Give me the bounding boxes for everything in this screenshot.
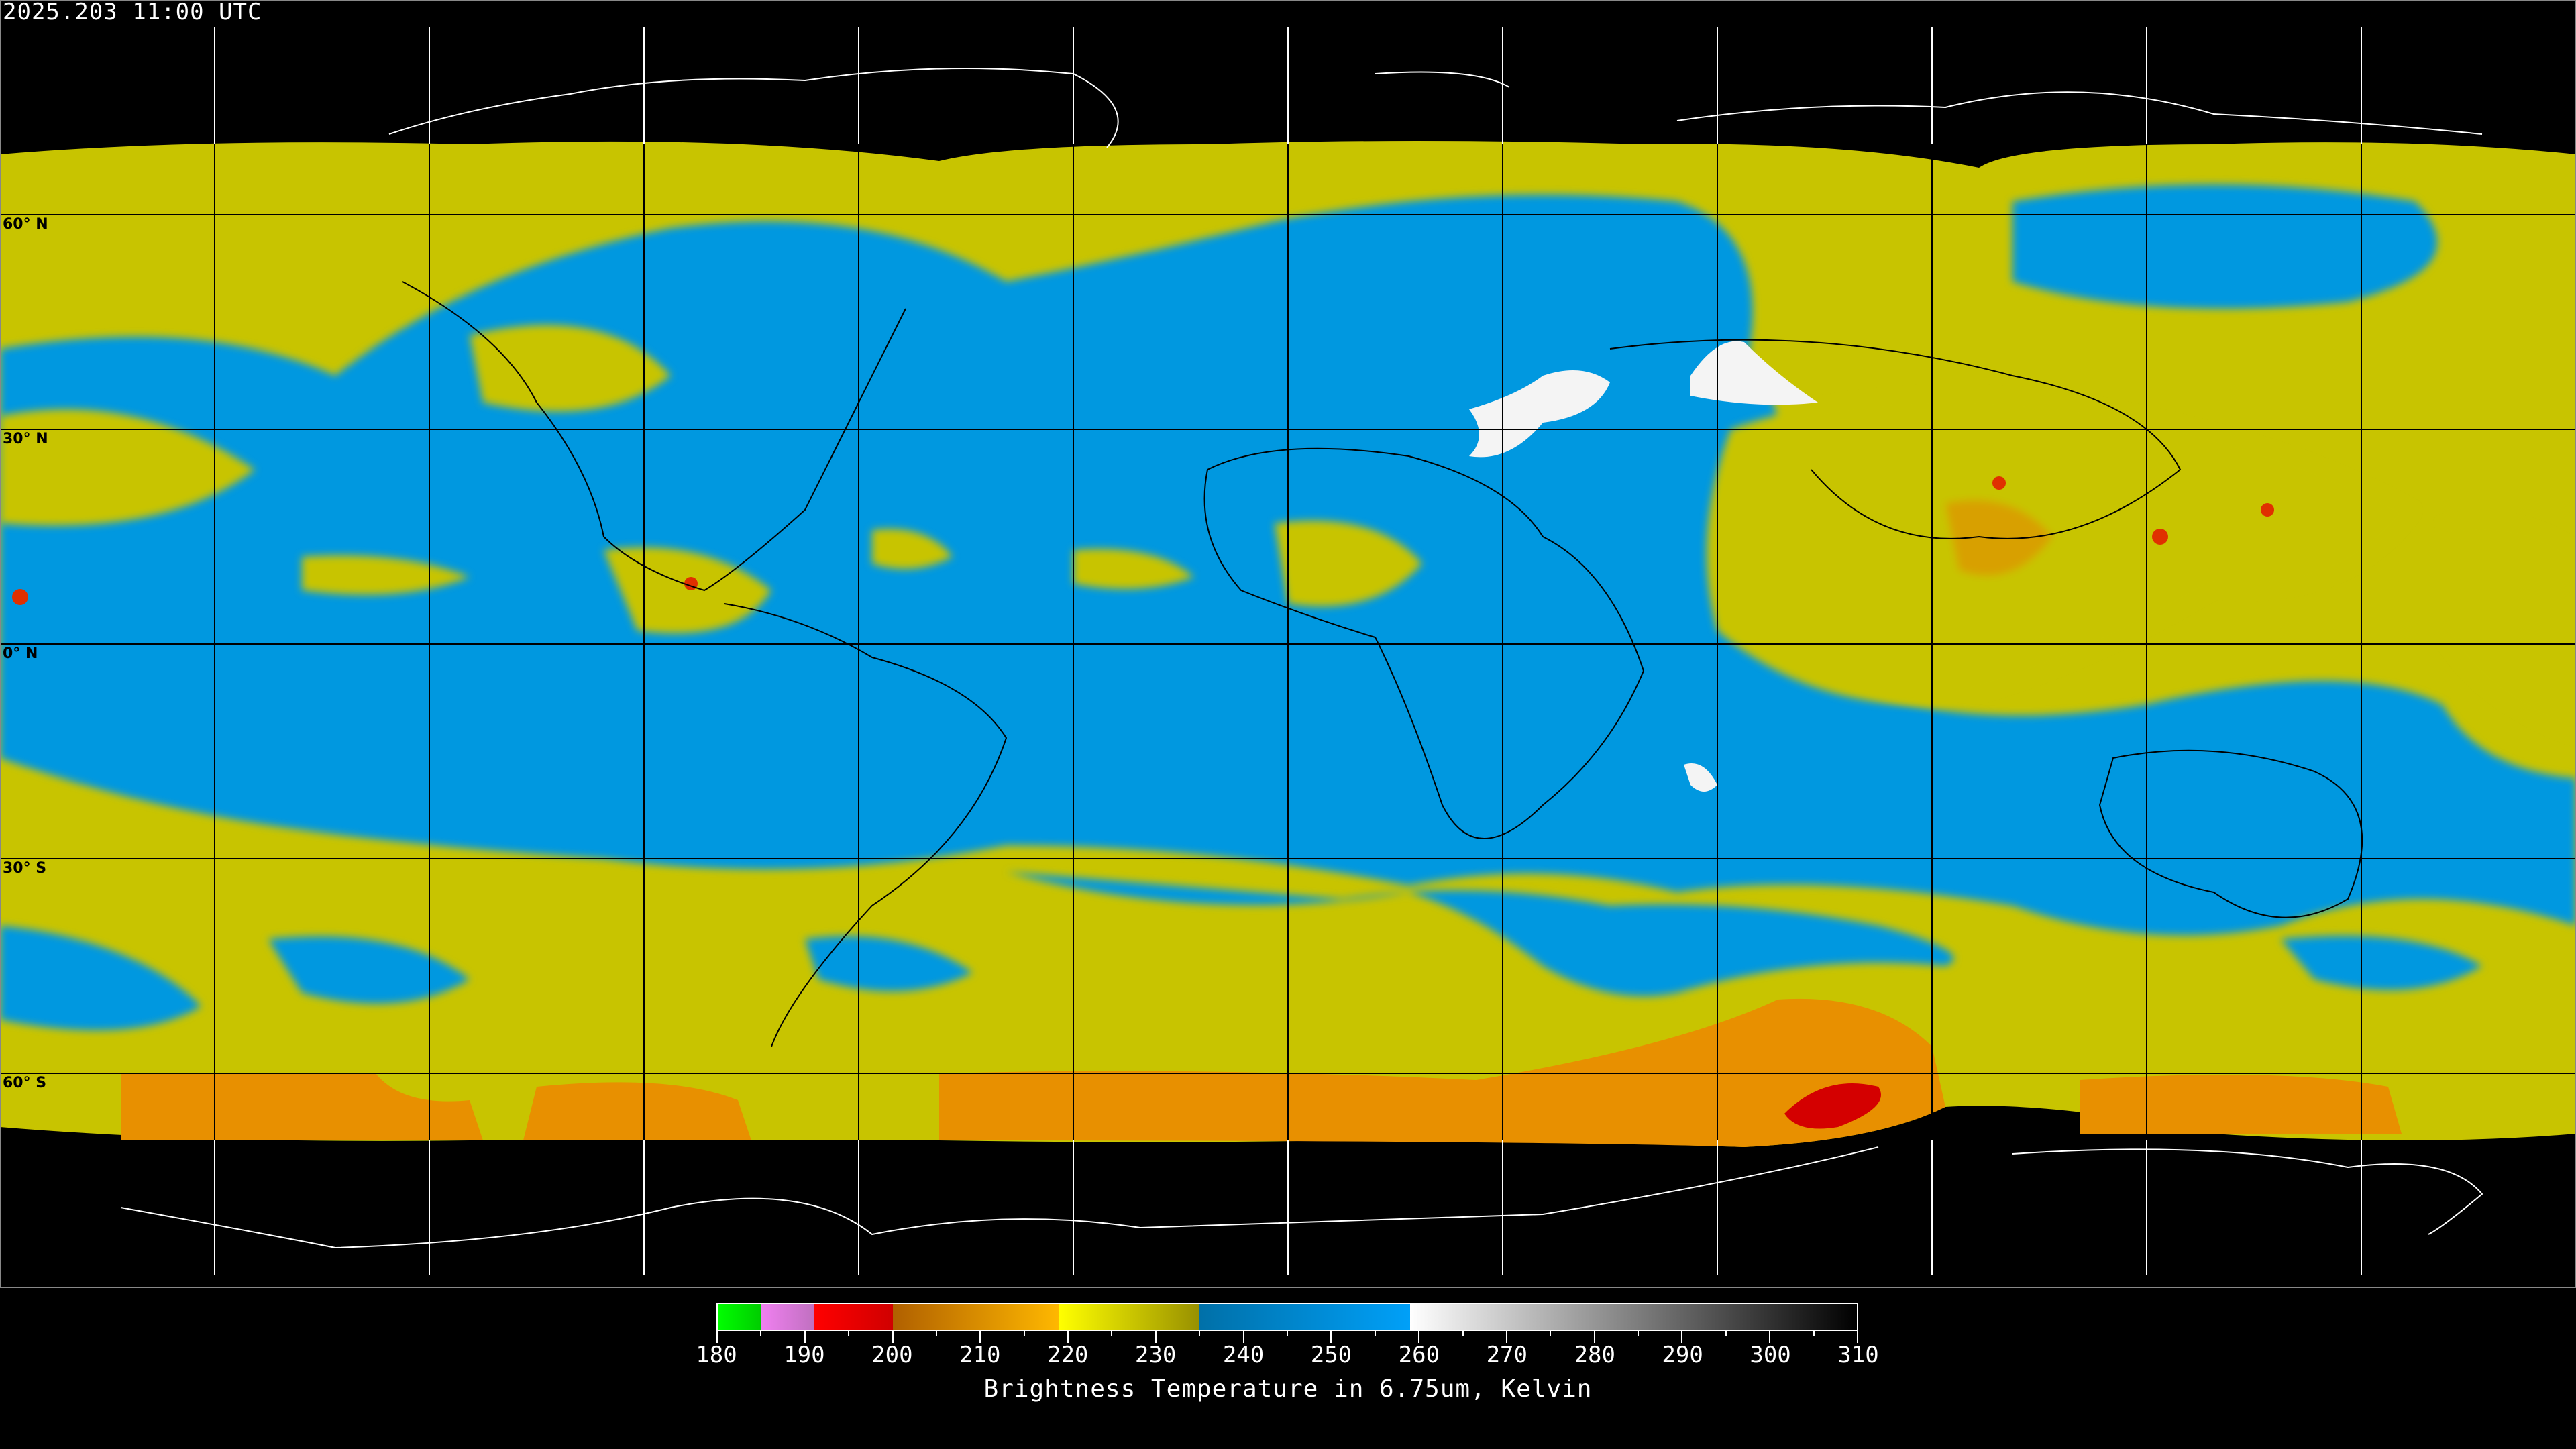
colorbar-ticks: [716, 1331, 1858, 1344]
colorbar-tick-label: 250: [1310, 1342, 1352, 1368]
colorbar-title: Brightness Temperature in 6.75um, Kelvin: [983, 1375, 1593, 1403]
colorbar-tick-label: 180: [696, 1342, 737, 1368]
colorbar-tick: [1813, 1331, 1815, 1336]
colorbar-tick-label: 200: [871, 1342, 913, 1368]
warm-dry-patches: [1469, 341, 1818, 792]
colorbar-segment: [1409, 1304, 1857, 1330]
map-frame: [0, 0, 2576, 1288]
colorbar-tick: [1287, 1331, 1288, 1336]
colorbar-tick: [1725, 1331, 1727, 1336]
colorbar-tick: [716, 1331, 718, 1343]
colorbar-tick: [1111, 1331, 1113, 1336]
colorbar-tick: [1505, 1331, 1507, 1343]
colorbar-tick: [1155, 1331, 1157, 1343]
coastlines-polar: [120, 68, 2483, 1249]
colorbar-tick-label: 230: [1134, 1342, 1177, 1368]
colorbar-tick: [935, 1331, 937, 1336]
colorbar-tick-label: 260: [1398, 1342, 1440, 1368]
graticule-meridians: [214, 141, 2362, 1147]
colorbar-segment: [1199, 1304, 1410, 1330]
very-cold-spots: [12, 476, 2274, 605]
colorbar-tick: [1769, 1331, 1771, 1343]
colorbar-segment: [893, 1304, 1060, 1330]
colorbar-tick: [1462, 1331, 1464, 1336]
colorbar-tick-label: 240: [1222, 1342, 1265, 1368]
colorbar-tick: [1418, 1331, 1420, 1343]
colorbar-segment: [718, 1304, 762, 1330]
colorbar-tick: [1242, 1331, 1244, 1343]
colorbar-segment: [814, 1304, 894, 1330]
lat-label-60n: 60° N: [3, 216, 48, 233]
colorbar-tick-label: 220: [1046, 1342, 1089, 1368]
colorbar-tick-label: 270: [1486, 1342, 1528, 1368]
lat-label-30s: 30° S: [3, 860, 47, 877]
satellite-map: [0, 0, 2576, 1288]
colorbar-tick-label: 300: [1750, 1342, 1791, 1368]
colorbar-tick: [979, 1331, 981, 1343]
lat-label-30n: 30° N: [3, 431, 48, 447]
colorbar-segment: [1059, 1304, 1200, 1330]
graticule-meridians-polar: [214, 27, 2362, 1275]
colorbar: [716, 1303, 1858, 1331]
lat-label-0n: 0° N: [3, 645, 38, 662]
colorbar-tick: [1550, 1331, 1552, 1336]
colorbar-tick: [804, 1331, 806, 1343]
colorbar-tick: [1638, 1331, 1640, 1336]
colorbar-tick: [1857, 1331, 1858, 1343]
colorbar-tick-label: 290: [1662, 1342, 1703, 1368]
colorbar-tick-label: 210: [959, 1342, 1001, 1368]
colorbar-tick: [1023, 1331, 1025, 1336]
colorbar-tick: [1067, 1331, 1069, 1343]
colorbar-tick-label: 280: [1574, 1342, 1615, 1368]
colorbar-tick-label: 310: [1837, 1342, 1879, 1368]
lat-label-60s: 60° S: [3, 1075, 47, 1091]
colorbar-tick: [1199, 1331, 1201, 1336]
colorbar-tick: [760, 1331, 762, 1336]
colorbar-tick: [848, 1331, 850, 1336]
colorbar-tick: [1330, 1331, 1332, 1343]
timestamp: 2025.203 11:00 UTC: [3, 0, 262, 25]
colorbar-segment: [761, 1304, 814, 1330]
polar-red-patch: [1784, 1083, 1881, 1129]
convective-clouds: [0, 325, 2576, 738]
colorbar-tick: [1681, 1331, 1683, 1343]
colorbar-tick: [892, 1331, 894, 1343]
colorbar-tick: [1593, 1331, 1595, 1343]
colorbar-tick-label: 190: [784, 1342, 825, 1368]
colorbar-tick: [1374, 1331, 1376, 1336]
